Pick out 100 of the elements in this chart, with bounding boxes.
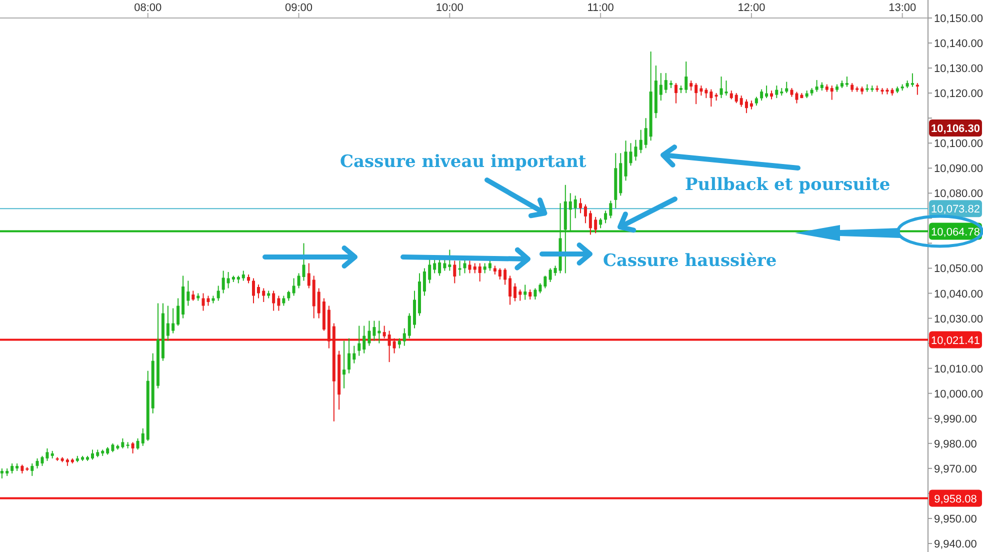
candlestick <box>408 312 411 339</box>
text: 10,106.30 <box>931 123 980 135</box>
candlestick <box>498 268 502 280</box>
ref-line-label: 9,958.08 <box>934 493 977 506</box>
candlestick <box>342 340 346 389</box>
candlestick <box>694 82 698 105</box>
candlestick <box>734 92 738 104</box>
candlestick <box>518 289 522 302</box>
x-tick-label: 13:00 <box>888 2 916 14</box>
candlestick <box>700 85 703 96</box>
candlestick <box>544 275 547 289</box>
candlestick <box>307 262 310 289</box>
y-tick-label: 10,090.00 <box>934 163 983 176</box>
candlestick <box>538 282 542 294</box>
x-tick-label: 08:00 <box>134 2 162 14</box>
candlestick <box>398 338 401 349</box>
candlestick <box>504 268 507 286</box>
candlestick <box>186 280 190 306</box>
y-tick-label: 10,120.00 <box>934 88 983 100</box>
candlestick <box>362 325 366 354</box>
annotation: Pullback et poursuite <box>685 175 890 195</box>
candlestick <box>674 82 678 104</box>
candlestick <box>0 468 4 479</box>
candlestick <box>317 288 320 319</box>
ref-line-label: 10,021.41 <box>931 334 980 347</box>
candlestick <box>131 442 134 454</box>
candlestick <box>422 268 426 296</box>
candlestick <box>358 325 361 356</box>
candlestick <box>292 278 296 296</box>
candlestick <box>277 295 280 312</box>
candlestick <box>815 80 818 92</box>
candlestick <box>458 260 462 276</box>
candlestick <box>508 275 512 306</box>
candlestick <box>609 200 612 219</box>
candlestick <box>272 290 276 312</box>
y-tick-label: 9,950.00 <box>934 513 977 526</box>
candlestick <box>297 272 300 289</box>
candlestick <box>588 210 592 236</box>
candlestick <box>524 284 527 300</box>
candlestick <box>554 265 557 276</box>
y-tick-label: 10,000.00 <box>934 388 983 400</box>
y-tick-label: 9,980.00 <box>934 438 977 450</box>
candlestick <box>378 320 381 344</box>
ref-line-label: 10,064.78 <box>931 226 980 238</box>
y-tick-label: 10,030.00 <box>934 313 983 326</box>
candlestick <box>785 81 788 94</box>
x-tick-label: 12:00 <box>738 2 766 14</box>
y-tick-label: 9,940.00 <box>934 538 977 550</box>
candlestick <box>720 76 723 99</box>
candlestick <box>634 139 638 162</box>
candlestick <box>690 80 693 92</box>
candlestick <box>468 260 472 274</box>
candlestick <box>256 284 260 299</box>
y-tick-label: 10,010.00 <box>934 363 983 376</box>
y-tick-label: 10,150.00 <box>934 13 983 25</box>
candlestick <box>584 204 587 224</box>
candlestick <box>604 210 608 224</box>
candlestick <box>433 258 436 274</box>
candlestick <box>744 98 748 114</box>
candlestick <box>664 72 668 94</box>
y-tick-label: 10,100.00 <box>934 138 983 150</box>
candlestick <box>282 295 286 306</box>
candlestick <box>91 449 94 460</box>
candlestick <box>36 458 39 469</box>
candlestick <box>348 338 351 374</box>
annotation: Cassure haussière <box>603 251 777 271</box>
candlestick <box>226 271 230 289</box>
candlestick <box>438 258 442 276</box>
candlestick <box>428 258 432 284</box>
candlestick <box>121 438 124 449</box>
candlestick <box>830 85 834 100</box>
candlestick <box>262 288 266 303</box>
y-tick-label: 10,140.00 <box>934 38 983 50</box>
candlestick <box>684 61 688 94</box>
y-tick-label: 10,080.00 <box>934 188 983 200</box>
candlestick <box>795 91 798 104</box>
candlestick <box>10 462 14 474</box>
candlestick <box>724 80 728 96</box>
candlestick <box>478 262 482 282</box>
y-tick-label: 10,050.00 <box>934 263 983 276</box>
candlestick <box>352 345 356 364</box>
x-tick-label: 11:00 <box>587 2 614 14</box>
y-tick-label: 10,040.00 <box>934 288 983 300</box>
candlestick <box>578 198 582 214</box>
candlestick <box>528 289 532 300</box>
candlestick <box>252 278 255 304</box>
candlestick <box>574 195 577 219</box>
candlestick <box>639 129 642 154</box>
candlestick <box>514 282 516 302</box>
candlestick <box>483 262 486 274</box>
candlestick <box>172 308 175 334</box>
candlestick <box>740 95 743 108</box>
y-tick-label: 9,970.00 <box>934 463 977 476</box>
candlestick <box>222 270 225 294</box>
candlestick <box>176 298 180 326</box>
candlestick <box>402 328 406 346</box>
candlestick <box>453 260 456 284</box>
candlestick <box>136 438 140 450</box>
candlestick <box>242 270 245 282</box>
candlestick <box>534 288 537 300</box>
